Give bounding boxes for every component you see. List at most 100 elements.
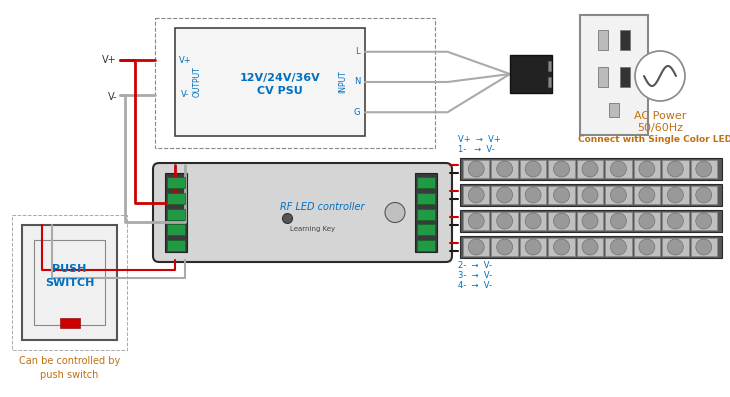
Bar: [577, 186, 603, 204]
Text: INPUT: INPUT: [339, 71, 347, 93]
Circle shape: [553, 213, 569, 229]
Text: 12V/24V/36V: 12V/24V/36V: [239, 73, 320, 83]
Circle shape: [582, 161, 598, 177]
Bar: [605, 212, 631, 230]
Circle shape: [639, 239, 655, 255]
Bar: [463, 238, 489, 256]
Circle shape: [667, 239, 683, 255]
Circle shape: [525, 213, 541, 229]
Text: N: N: [354, 77, 360, 87]
Bar: [634, 238, 660, 256]
Circle shape: [610, 239, 626, 255]
Text: V-: V-: [181, 91, 189, 100]
Circle shape: [496, 239, 512, 255]
Circle shape: [696, 161, 712, 177]
Bar: [165, 173, 187, 252]
Text: AC Power: AC Power: [634, 111, 686, 121]
Text: SWITCH: SWITCH: [45, 278, 94, 287]
Circle shape: [582, 213, 598, 229]
Bar: [460, 210, 722, 232]
Bar: [167, 208, 185, 220]
Bar: [620, 30, 630, 50]
Circle shape: [582, 187, 598, 203]
Bar: [520, 238, 546, 256]
Circle shape: [553, 161, 569, 177]
Text: V-: V-: [107, 92, 117, 102]
Bar: [691, 212, 717, 230]
Bar: [580, 15, 648, 135]
Bar: [577, 160, 603, 178]
Text: V+: V+: [102, 56, 117, 66]
Text: 2-  →  V-: 2- → V-: [458, 262, 492, 270]
Circle shape: [468, 239, 484, 255]
Bar: [577, 238, 603, 256]
Circle shape: [667, 213, 683, 229]
Bar: [167, 240, 185, 251]
Bar: [605, 238, 631, 256]
Circle shape: [667, 161, 683, 177]
Bar: [22, 225, 117, 340]
Text: 3-  →  V-: 3- → V-: [458, 272, 492, 281]
Bar: [634, 160, 660, 178]
Text: 4-  →  V-: 4- → V-: [458, 281, 492, 291]
Bar: [620, 67, 630, 87]
Bar: [605, 186, 631, 204]
Text: Can be controlled by
push switch: Can be controlled by push switch: [19, 356, 120, 380]
Circle shape: [283, 214, 293, 224]
Bar: [417, 208, 435, 220]
Circle shape: [639, 187, 655, 203]
Circle shape: [385, 202, 405, 222]
Text: OUTPUT: OUTPUT: [193, 67, 201, 97]
Bar: [463, 212, 489, 230]
Text: PUSH: PUSH: [53, 264, 87, 274]
Bar: [34, 240, 105, 325]
Bar: [548, 238, 575, 256]
Bar: [520, 186, 546, 204]
Bar: [463, 186, 489, 204]
Bar: [691, 238, 717, 256]
Bar: [548, 160, 575, 178]
Bar: [548, 61, 551, 71]
Circle shape: [553, 239, 569, 255]
Circle shape: [610, 187, 626, 203]
Circle shape: [468, 187, 484, 203]
Circle shape: [525, 239, 541, 255]
Text: Connect with Single Color LED: Connect with Single Color LED: [578, 135, 730, 145]
Bar: [417, 193, 435, 204]
Text: G: G: [354, 108, 360, 117]
Bar: [155, 18, 435, 148]
Circle shape: [639, 213, 655, 229]
Circle shape: [553, 187, 569, 203]
Bar: [417, 177, 435, 188]
Bar: [417, 240, 435, 251]
Circle shape: [496, 187, 512, 203]
Circle shape: [496, 213, 512, 229]
Bar: [460, 236, 722, 258]
Circle shape: [610, 213, 626, 229]
Bar: [598, 67, 608, 87]
Bar: [520, 160, 546, 178]
Text: 1-   →  V-: 1- → V-: [458, 145, 495, 154]
Circle shape: [468, 213, 484, 229]
Text: V+  →  V+: V+ → V+: [458, 135, 501, 145]
Circle shape: [525, 161, 541, 177]
Bar: [598, 30, 608, 50]
Bar: [691, 186, 717, 204]
Text: CV PSU: CV PSU: [257, 86, 303, 96]
Bar: [491, 160, 518, 178]
Bar: [691, 160, 717, 178]
Circle shape: [610, 161, 626, 177]
Circle shape: [696, 239, 712, 255]
Bar: [662, 238, 688, 256]
Bar: [548, 186, 575, 204]
Circle shape: [635, 51, 685, 101]
Bar: [577, 212, 603, 230]
Bar: [167, 177, 185, 188]
Circle shape: [696, 187, 712, 203]
Circle shape: [667, 187, 683, 203]
Bar: [634, 186, 660, 204]
Text: L: L: [355, 47, 359, 56]
Bar: [415, 173, 437, 252]
Circle shape: [639, 161, 655, 177]
Bar: [167, 193, 185, 204]
